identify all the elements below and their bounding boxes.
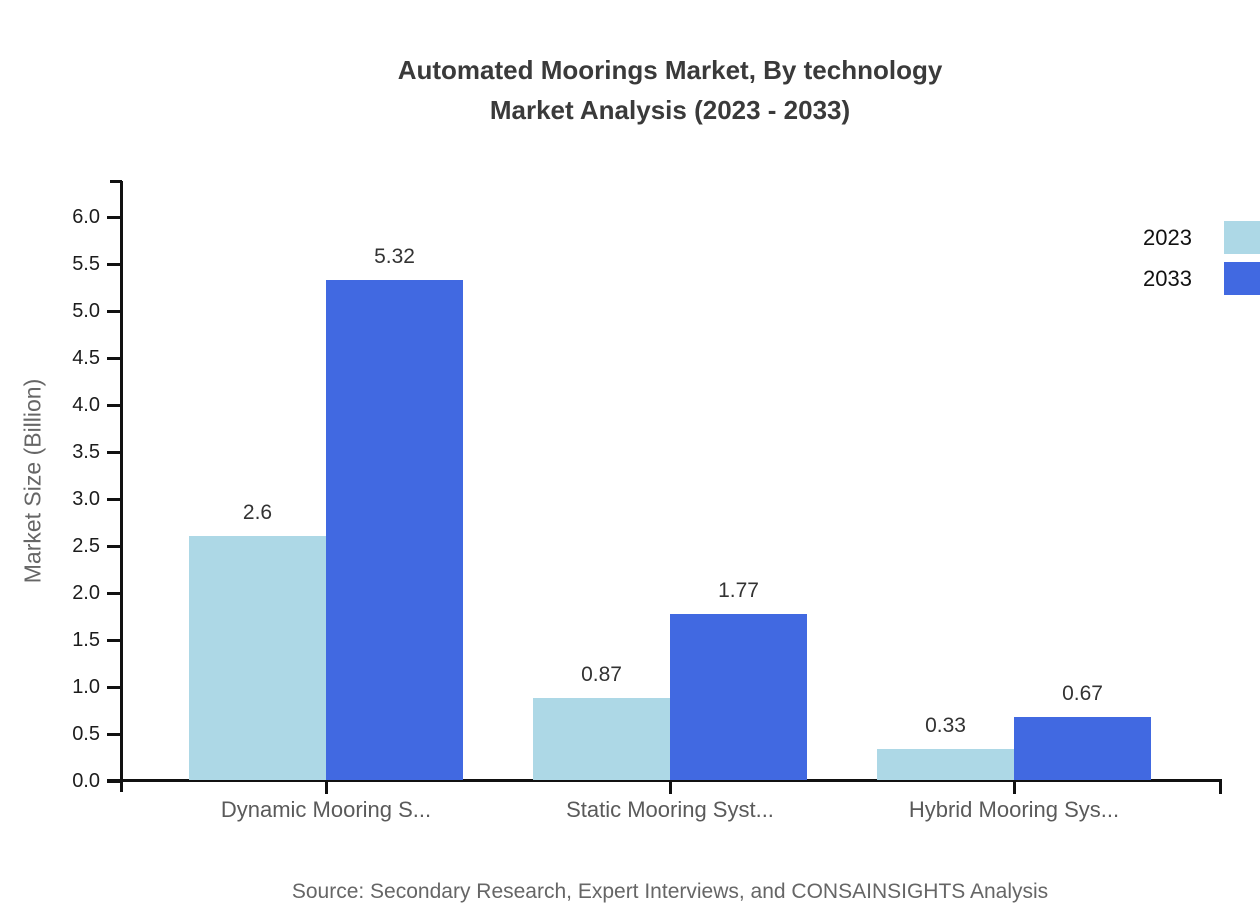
y-tick-mark — [107, 544, 122, 548]
value-label-2033-category-2: 0.67 — [1062, 682, 1103, 705]
y-tick-mark — [107, 685, 122, 689]
value-label-2023-category-1: 0.87 — [581, 663, 622, 686]
y-tick-mark — [107, 356, 122, 360]
y-tick-label: 5.5 — [72, 253, 100, 275]
bar-2033-category-1 — [670, 614, 807, 780]
source-attribution: Source: Secondary Research, Expert Inter… — [291, 880, 1049, 903]
bar-2033-category-0 — [326, 280, 463, 780]
y-tick-label: 4.5 — [72, 347, 100, 369]
x-tick-mark — [1012, 781, 1016, 794]
y-tick-label: 0.0 — [72, 770, 100, 792]
y-tick-label: 3.0 — [72, 488, 100, 510]
y-tick-mark — [107, 638, 122, 642]
y-tick-mark — [107, 732, 122, 736]
x-tick-mark — [668, 781, 672, 794]
chart-title-line-2: Market Analysis (2023 - 2033) — [489, 95, 851, 125]
value-label-2023-category-0: 2.6 — [242, 501, 273, 524]
legend-item-2023: 2023 — [1100, 221, 1260, 254]
value-label-2033-category-1: 1.77 — [718, 579, 759, 602]
x-category-label: Hybrid Mooring Sys... — [908, 797, 1120, 822]
y-axis-top-cap — [110, 180, 122, 183]
y-tick-mark — [107, 262, 122, 266]
bar-2023-category-0 — [189, 536, 326, 780]
x-axis-end-tick — [1219, 781, 1222, 794]
legend-swatch-2033 — [1224, 262, 1260, 295]
bar-2023-category-1 — [533, 698, 670, 780]
y-tick-mark — [107, 497, 122, 501]
y-tick-mark — [107, 215, 122, 219]
legend-item-2033: 2033 — [1100, 262, 1260, 295]
value-label-2023-category-2: 0.33 — [925, 714, 966, 737]
y-tick-label: 0.5 — [72, 723, 100, 745]
y-tick-label: 5.0 — [72, 300, 100, 322]
y-tick-label: 6.0 — [72, 206, 100, 228]
y-tick-mark — [107, 591, 122, 595]
chart-title-line-1: Automated Moorings Market, By technology — [397, 55, 943, 85]
y-tick-mark — [107, 403, 122, 407]
x-category-label: Static Mooring Syst... — [566, 797, 774, 822]
y-tick-mark — [107, 779, 122, 783]
y-tick-label: 2.0 — [72, 582, 100, 604]
legend-label-2033: 2033 — [1143, 266, 1192, 291]
bar-2023-category-2 — [877, 749, 1014, 780]
legend-swatch-2023 — [1224, 221, 1260, 254]
value-label-2033-category-0: 5.32 — [374, 245, 415, 268]
x-axis-line — [107, 779, 1222, 782]
y-axis-line — [119, 181, 123, 792]
legend-label-2023: 2023 — [1143, 225, 1192, 250]
x-category-label: Dynamic Mooring S... — [220, 797, 432, 822]
y-tick-label: 4.0 — [72, 394, 100, 416]
y-tick-label: 1.0 — [72, 676, 100, 698]
y-tick-label: 2.5 — [72, 535, 100, 557]
y-tick-label: 3.5 — [72, 441, 100, 463]
y-tick-label: 1.5 — [72, 629, 100, 651]
bar-2033-category-2 — [1014, 717, 1151, 780]
x-tick-mark — [324, 781, 328, 794]
y-tick-mark — [107, 309, 122, 313]
y-tick-mark — [107, 450, 122, 454]
